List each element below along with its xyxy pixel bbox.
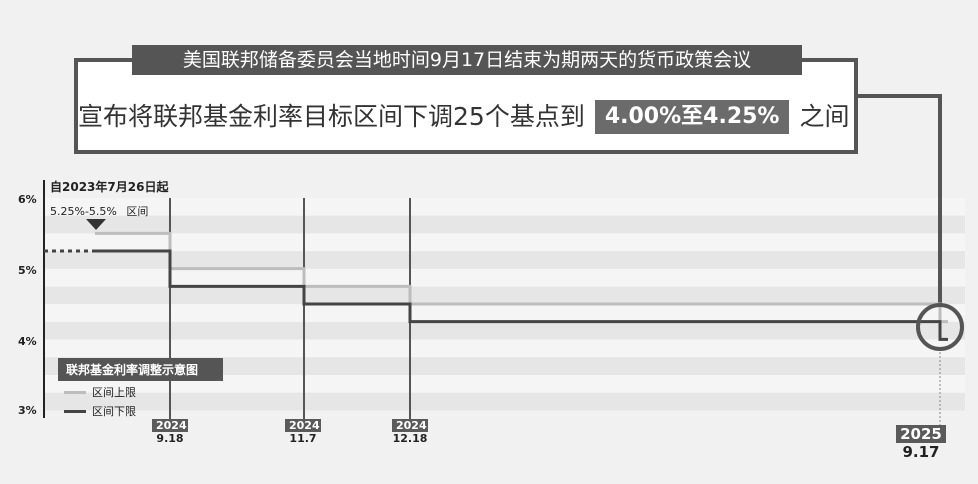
grid-band (44, 357, 965, 375)
date-monthday: 9.18 (156, 432, 184, 445)
grid-band (44, 198, 965, 216)
initial-range-unit: 区间 (126, 205, 149, 218)
legend: 联邦基金利率调整示意图 区间上限 区间下限 (58, 358, 223, 419)
y-tick-label: 5% (18, 264, 37, 277)
date-label-2024-0918: 2024 9.18 (152, 419, 188, 445)
grid-band (44, 286, 965, 305)
initial-range-pointer (86, 219, 106, 230)
date-monthday: 9.17 (902, 443, 940, 461)
legend-title: 联邦基金利率调整示意图 (58, 358, 223, 381)
grid-band (44, 321, 965, 340)
grid-band (44, 339, 965, 358)
y-tick-label: 6% (18, 193, 37, 206)
date-label-2025-0917: 2025 9.17 (896, 425, 946, 461)
grid-band (44, 375, 965, 393)
legend-item-upper: 区间上限 (58, 384, 223, 400)
y-tick-label: 3% (18, 404, 37, 417)
connector-line (856, 94, 942, 305)
legend-swatch-lower (64, 409, 86, 413)
announcement-title: 美国联邦储备委员会当地时间9月17日结束为期两天的货币政策会议 (132, 45, 802, 75)
headline-suffix: 之间 (799, 102, 850, 131)
grid-band (44, 251, 965, 269)
date-label-2024-1218: 2024 12.18 (392, 419, 428, 445)
grid-band (44, 233, 965, 252)
date-label-2024-1107: 2024 11.7 (285, 419, 321, 445)
legend-swatch-upper (64, 390, 86, 394)
legend-label-lower: 区间下限 (92, 405, 136, 418)
y-tick-label: 4% (18, 335, 37, 348)
headline-highlight: 4.00%至4.25% (594, 100, 790, 134)
headline-prefix: 宣布将联邦基金利率目标区间下调25个基点到 (78, 102, 585, 131)
legend-label-upper: 区间上限 (92, 386, 136, 399)
date-monthday: 12.18 (392, 432, 428, 445)
initial-range-value: 5.25%-5.5% (50, 205, 117, 218)
date-year: 2025 (896, 425, 946, 443)
date-year: 2024 (152, 419, 188, 432)
since-label: 自2023年7月26日起 (50, 180, 169, 194)
grid-band (44, 304, 965, 322)
latest-cut-circle (916, 303, 964, 351)
date-year: 2024 (392, 419, 428, 432)
grid-band (44, 268, 965, 287)
headline: 宣布将联邦基金利率目标区间下调25个基点到 4.00%至4.25% 之间 (78, 96, 858, 138)
series-lower-line (95, 249, 948, 341)
date-monthday: 11.7 (289, 432, 317, 445)
date-year: 2024 (285, 419, 321, 432)
grid-band (44, 215, 965, 234)
legend-item-lower: 区间下限 (58, 403, 223, 419)
initial-range-label: 5.25%-5.5% 区间 (50, 203, 148, 219)
grid-band (44, 392, 965, 411)
